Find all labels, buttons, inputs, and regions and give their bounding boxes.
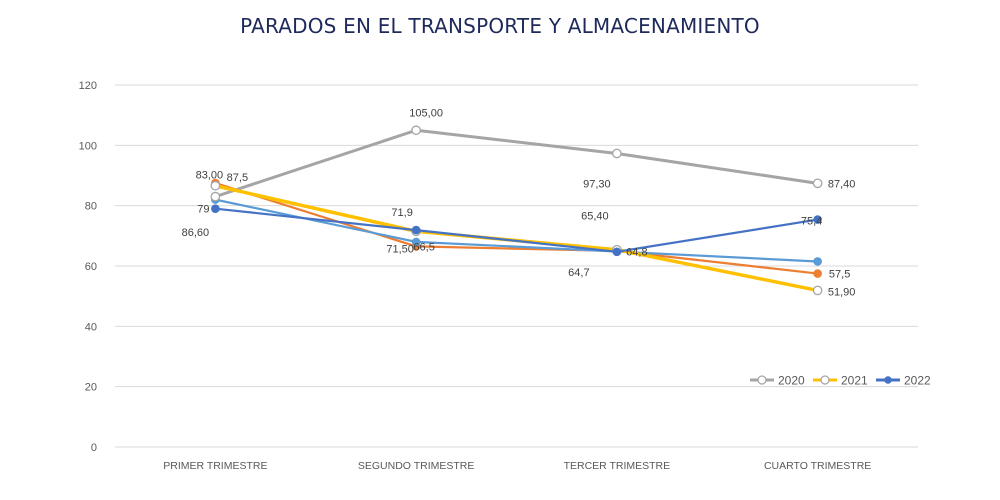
data-label: 105,00 <box>409 107 443 119</box>
series-2020 <box>210 125 823 202</box>
series-line <box>214 128 818 199</box>
series-line <box>215 198 818 263</box>
x-tick-label: SEGUNDO TRIMESTRE <box>358 460 474 472</box>
x-axis-ticks: PRIMER TRIMESTRE SEGUNDO TRIMESTRE TERCER … <box>163 460 871 472</box>
x-tick-label: PRIMER TRIMESTRE <box>163 460 267 472</box>
y-tick-label: 80 <box>85 201 97 213</box>
data-label: 64,7 <box>568 267 589 279</box>
y-tick-label: 20 <box>85 382 97 394</box>
series-2021 <box>210 180 823 296</box>
data-label: 83,00 <box>196 170 224 182</box>
data-point[interactable] <box>210 191 221 202</box>
legend-label: 2021 <box>841 374 868 388</box>
y-tick-label: 0 <box>91 442 97 454</box>
series-lines <box>210 125 823 296</box>
data-label: 57,5 <box>829 269 850 281</box>
series-line <box>215 181 818 275</box>
data-point[interactable] <box>612 148 622 159</box>
data-point[interactable] <box>411 125 421 136</box>
gridlines <box>115 84 918 448</box>
data-label: 97,30 <box>583 178 611 190</box>
legend-marker-icon <box>884 376 892 384</box>
y-tick-label: 100 <box>79 140 97 152</box>
legend-item-2021[interactable]: 2021 <box>813 374 868 388</box>
legend-marker-icon <box>757 375 767 385</box>
y-tick-label: 60 <box>85 261 97 273</box>
y-tick-label: 120 <box>79 80 97 92</box>
data-point[interactable] <box>210 180 221 191</box>
series-line <box>214 184 818 293</box>
data-label: 65,40 <box>581 211 609 223</box>
series-unnamed-0 <box>211 178 822 278</box>
legend-label: 2022 <box>904 374 931 388</box>
data-label: 87,5 <box>227 172 248 184</box>
data-label: 66,5 <box>413 241 434 253</box>
x-tick-label: TERCER TRIMESTRE <box>564 460 671 472</box>
legend-label: 2020 <box>778 374 805 388</box>
data-label: 64,8 <box>626 247 647 259</box>
data-label: 71,9 <box>391 207 412 219</box>
x-tick-label: CUARTO TRIMESTRE <box>764 460 871 472</box>
legend-item-2020[interactable]: 2020 <box>750 374 805 388</box>
data-label: 51,90 <box>828 286 856 298</box>
series-2022 <box>211 204 822 257</box>
data-labels: 87,5 66,5 57,5 64,8 83,00 105,00 97,30 87,40 86,… <box>182 107 856 298</box>
data-label: 86,60 <box>182 227 210 239</box>
data-point[interactable] <box>813 269 822 278</box>
data-point[interactable] <box>411 237 421 247</box>
data-point[interactable] <box>211 204 220 213</box>
data-label: 87,40 <box>828 178 856 190</box>
legend-item-2022[interactable]: 2022 <box>876 374 931 388</box>
data-point[interactable] <box>411 225 421 235</box>
data-label: 75,4 <box>801 216 822 228</box>
data-point[interactable] <box>812 285 823 296</box>
data-label: 79 <box>197 204 209 216</box>
chart-title: PARADOS EN EL TRANSPORTE Y ALMACENAMIENT… <box>240 14 760 38</box>
y-tick-label: 40 <box>85 321 97 333</box>
data-label: 71,50 <box>386 243 414 255</box>
data-point[interactable] <box>813 215 822 224</box>
data-point[interactable] <box>813 257 822 266</box>
series-line <box>215 207 818 253</box>
legend: 2020 2021 2022 <box>750 374 931 388</box>
legend-marker-icon <box>820 375 830 385</box>
data-point[interactable] <box>812 178 823 189</box>
y-axis-ticks: 0 20 40 60 80 100 120 <box>79 80 97 454</box>
data-point[interactable] <box>612 247 622 257</box>
